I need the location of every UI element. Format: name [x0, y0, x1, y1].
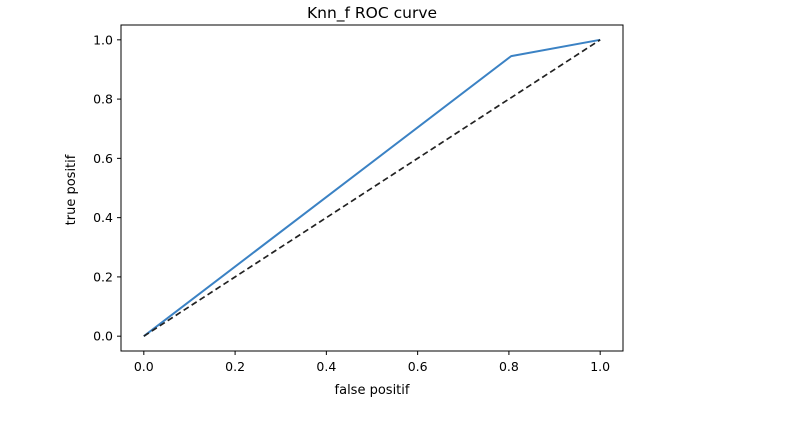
chart-title: Knn_f ROC curve [307, 4, 437, 23]
y-tick-label: 0.2 [93, 269, 113, 284]
x-tick-label: 0.2 [225, 359, 245, 374]
y-tick-label: 0.0 [93, 329, 113, 344]
series-line-diagonal-reference [143, 39, 601, 337]
y-tick-label: 0.8 [93, 92, 113, 107]
x-axis-label: false positif [335, 383, 410, 398]
series-line-roc [143, 38, 601, 337]
plot-layer: 0.0 0.2 0.4 0.6 0.8 1.0 0.0 0.2 0.4 0.6 0.8 1.0 [93, 24, 624, 374]
y-axis-label: true positif [64, 154, 79, 225]
x-tick-label: 0.0 [134, 359, 154, 374]
x-tick-label: 0.6 [408, 359, 428, 374]
y-tick-label: 0.6 [93, 151, 113, 166]
y-tick-label: 1.0 [93, 32, 113, 47]
y-tick-label: 0.4 [93, 210, 113, 225]
x-tick-label: 0.4 [316, 359, 336, 374]
x-tick-label: 1.0 [590, 359, 610, 374]
x-tick-label: 0.8 [499, 359, 519, 374]
plot-frame [120, 24, 624, 352]
